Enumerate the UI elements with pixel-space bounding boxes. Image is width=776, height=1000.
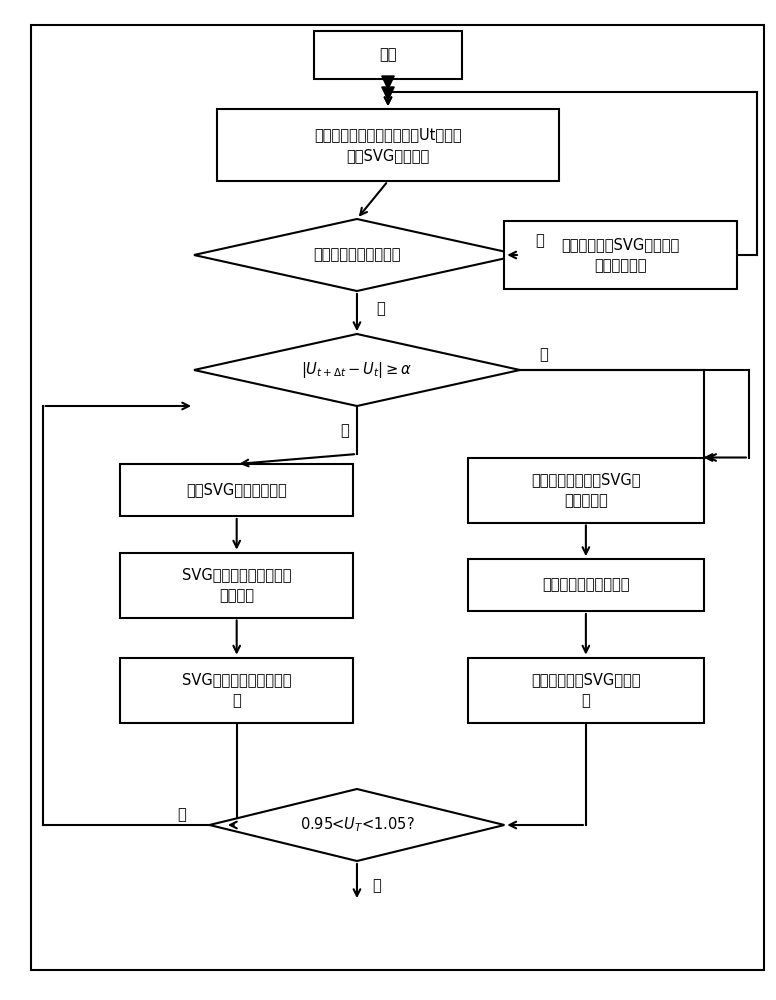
Text: 下发调相机、SVG进行调
节: 下发调相机、SVG进行调 节 <box>531 672 641 708</box>
Text: $|U_{t+\Delta t}-U_t|\geq\alpha$: $|U_{t+\Delta t}-U_t|\geq\alpha$ <box>301 360 413 380</box>
Bar <box>120 658 353 722</box>
Text: 是: 是 <box>376 302 385 316</box>
Text: 0.95<$U_T$<1.05?: 0.95<$U_T$<1.05? <box>300 816 414 834</box>
Text: SVG进入电压闭环控制模
式: SVG进入电压闭环控制模 式 <box>182 672 292 708</box>
Bar <box>217 109 559 181</box>
Polygon shape <box>382 87 394 100</box>
Text: 检测新能源场站并网点电压Ut及调相
机与SVG通信状态: 检测新能源场站并网点电压Ut及调相 机与SVG通信状态 <box>314 127 462 163</box>
Bar <box>504 221 737 289</box>
Text: 否: 否 <box>535 233 544 248</box>
Text: 判断通信状态是否完好: 判断通信状态是否完好 <box>314 247 400 262</box>
Text: 进入SVG无功控制模式: 进入SVG无功控制模式 <box>186 483 287 497</box>
Text: 双馈调相机和SVG进入电压
闭环控制模式: 双馈调相机和SVG进入电压 闭环控制模式 <box>562 237 680 273</box>
Polygon shape <box>210 789 504 861</box>
Text: 是: 是 <box>539 348 548 362</box>
Polygon shape <box>382 76 394 89</box>
Text: 进入双馈调相机、SVG无
功控制模式: 进入双馈调相机、SVG无 功控制模式 <box>531 472 641 508</box>
Text: 计算需调节的无功功率: 计算需调节的无功功率 <box>542 578 629 592</box>
Bar <box>467 458 705 522</box>
Bar <box>314 31 462 79</box>
Text: 是: 是 <box>372 879 381 894</box>
Bar <box>467 658 705 722</box>
Text: 否: 否 <box>341 424 349 438</box>
Text: SVG闭锁站控系统下发的
电压指令: SVG闭锁站控系统下发的 电压指令 <box>182 567 292 603</box>
Text: 开始: 开始 <box>379 47 397 62</box>
Text: 否: 否 <box>178 808 186 822</box>
Bar <box>120 552 353 618</box>
Bar <box>120 464 353 516</box>
Polygon shape <box>194 219 520 291</box>
Polygon shape <box>194 334 520 406</box>
Bar <box>467 559 705 611</box>
